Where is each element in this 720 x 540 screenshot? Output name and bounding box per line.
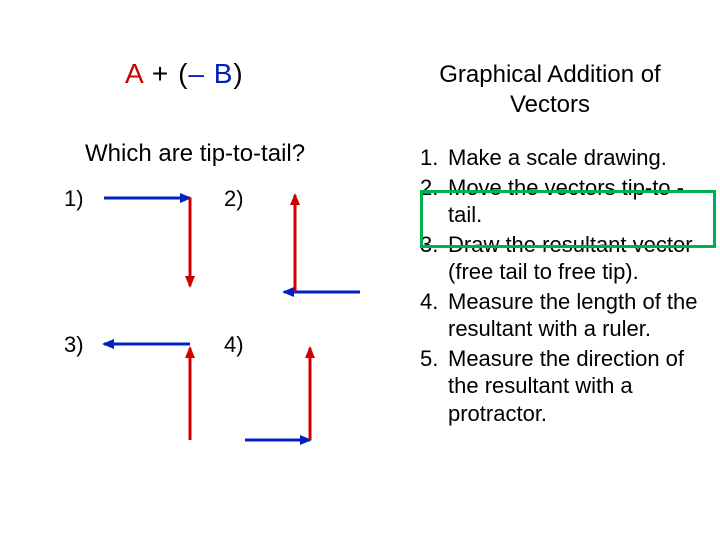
step-text: Draw the resultant vector (free tail to … bbox=[448, 232, 693, 285]
step-item: 2. Move the vectors tip-to -tail. bbox=[420, 174, 700, 229]
step-item: 5. Measure the direction of the resultant… bbox=[420, 345, 700, 428]
step-item: 4. Measure the length of the resultant wi… bbox=[420, 288, 700, 343]
vector-diagrams bbox=[0, 0, 400, 540]
step-number: 1. bbox=[420, 144, 438, 172]
step-number: 5. bbox=[420, 345, 438, 373]
step-text: Move the vectors tip-to -tail. bbox=[448, 175, 684, 228]
steps-list: 1. Make a scale drawing. 2. Move the vector… bbox=[400, 144, 700, 427]
step-text: Measure the direction of the resultant w… bbox=[448, 346, 684, 426]
step-item: 3. Draw the resultant vector (free tail t… bbox=[420, 231, 700, 286]
step-number: 4. bbox=[420, 288, 438, 316]
step-number: 2. bbox=[420, 174, 438, 202]
right-panel: Graphical Addition of Vectors 1. Make a s… bbox=[400, 0, 720, 540]
left-panel: A + (– B) Which are tip-to-tail? 1) 2) 3… bbox=[0, 0, 400, 540]
right-title-line1: Graphical Addition of bbox=[439, 61, 660, 88]
right-title: Graphical Addition of Vectors bbox=[400, 60, 700, 120]
step-item: 1. Make a scale drawing. bbox=[420, 144, 700, 172]
step-number: 3. bbox=[420, 231, 438, 259]
step-text: Measure the length of the resultant with… bbox=[448, 289, 698, 342]
right-title-line2: Vectors bbox=[510, 91, 590, 118]
step-text: Make a scale drawing. bbox=[448, 145, 667, 170]
